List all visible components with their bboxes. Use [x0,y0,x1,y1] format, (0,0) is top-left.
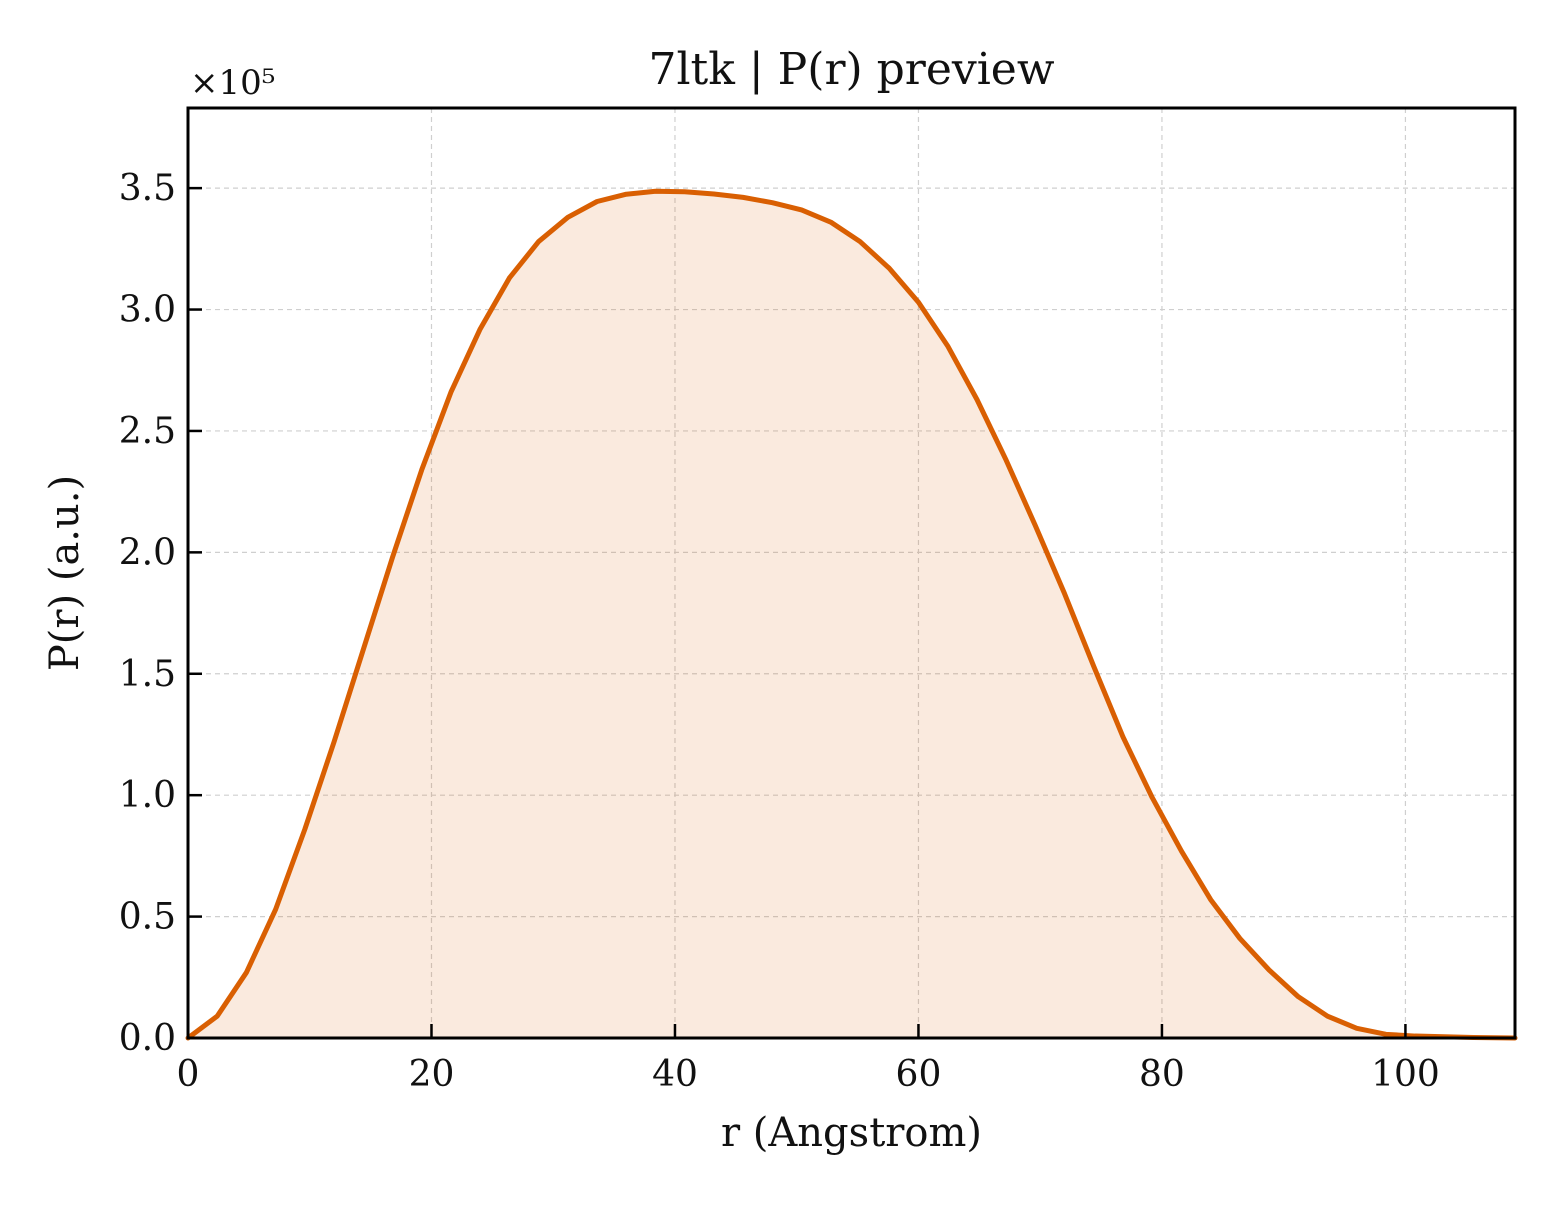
y-tick-label: 2.5 [119,411,176,452]
x-tick-label: 0 [177,1054,200,1095]
x-tick-label: 100 [1371,1054,1440,1095]
x-tick-label: 20 [409,1054,455,1095]
grid [188,108,1515,1038]
y-tick-label: 1.0 [119,775,176,816]
plot-area [185,188,1518,1041]
x-tick-label: 80 [1139,1054,1185,1095]
y-tick-label: 3.0 [119,290,176,331]
chart-title: 7ltk | P(r) preview [648,44,1054,95]
x-tick-label: 60 [896,1054,942,1095]
axis-ticks: 0 20 40 60 80 100 0.0 0.5 1.0 1.5 2.0 2.5 3.0 3.5 [119,168,1440,1095]
y-axis-multiplier: ×10⁵ [190,63,275,103]
y-tick-label: 1.5 [119,654,176,695]
axes-frame [186,106,1517,1040]
series-line [185,188,1518,1041]
y-tick-label: 0.5 [119,897,176,938]
y-tick-label: 2.0 [119,532,176,573]
y-axis-label: P(r) (a.u.) [42,475,88,671]
x-tick-label: 40 [652,1054,698,1095]
y-tick-label: 3.5 [119,168,176,209]
x-axis-label: r (Angstrom) [721,1110,982,1156]
y-tick-label: 0.0 [119,1018,176,1059]
series-area-fill [188,191,1515,1039]
